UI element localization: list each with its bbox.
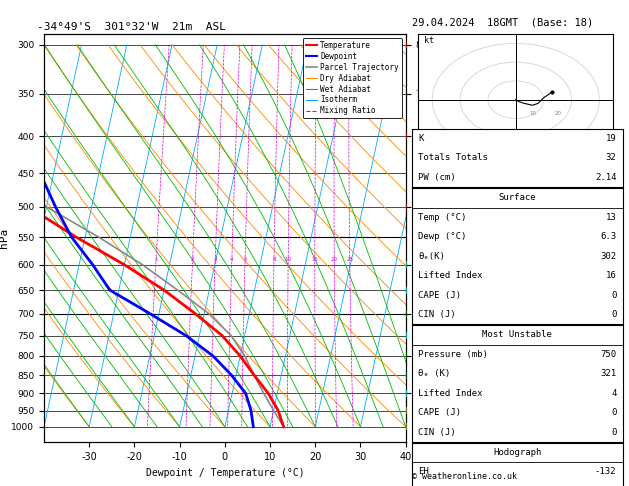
Text: |: | [404, 261, 407, 268]
Text: Pressure (mb): Pressure (mb) [418, 350, 488, 359]
Y-axis label: hPa: hPa [0, 228, 9, 248]
Text: |: | [404, 390, 407, 397]
Text: θₑ (K): θₑ (K) [418, 369, 450, 378]
Text: -34°49'S  301°32'W  21m  ASL: -34°49'S 301°32'W 21m ASL [36, 22, 226, 32]
Text: |: | [404, 423, 407, 430]
Text: 8: 8 [272, 257, 276, 262]
Text: Totals Totals: Totals Totals [418, 154, 488, 162]
Text: |: | [404, 203, 407, 210]
Text: CAPE (J): CAPE (J) [418, 408, 461, 417]
Text: 750: 750 [600, 350, 616, 359]
Text: 29.04.2024  18GMT  (Base: 18): 29.04.2024 18GMT (Base: 18) [412, 17, 593, 27]
Text: |: | [404, 287, 407, 294]
Text: Dewp (°C): Dewp (°C) [418, 232, 467, 241]
Y-axis label: km
ASL: km ASL [414, 217, 431, 238]
Text: 20: 20 [331, 257, 338, 262]
Text: 302: 302 [600, 252, 616, 260]
Text: 1: 1 [154, 257, 158, 262]
Text: K: K [418, 134, 424, 143]
Text: 5: 5 [243, 257, 247, 262]
Text: PW (cm): PW (cm) [418, 173, 456, 182]
Text: Lifted Index: Lifted Index [418, 389, 483, 398]
Text: CIN (J): CIN (J) [418, 428, 456, 436]
Text: 0: 0 [611, 428, 616, 436]
Text: CIN (J): CIN (J) [418, 310, 456, 319]
X-axis label: Dewpoint / Temperature (°C): Dewpoint / Temperature (°C) [145, 468, 304, 478]
Text: 20: 20 [555, 111, 562, 116]
Text: |: | [404, 407, 407, 414]
Text: 2.14: 2.14 [595, 173, 616, 182]
Text: -132: -132 [595, 468, 616, 476]
Legend: Temperature, Dewpoint, Parcel Trajectory, Dry Adiabat, Wet Adiabat, Isotherm, Mi: Temperature, Dewpoint, Parcel Trajectory… [303, 38, 402, 119]
Text: 19: 19 [606, 134, 616, 143]
Text: 6.3: 6.3 [600, 232, 616, 241]
Text: 10: 10 [285, 257, 292, 262]
Text: 16: 16 [606, 271, 616, 280]
Text: |: | [404, 352, 407, 360]
Text: |: | [404, 372, 407, 379]
Text: |: | [404, 133, 407, 139]
Text: 0: 0 [611, 310, 616, 319]
Text: 321: 321 [600, 369, 616, 378]
Text: 32: 32 [606, 154, 616, 162]
Text: Lifted Index: Lifted Index [418, 271, 483, 280]
Text: |: | [404, 41, 407, 48]
Text: Most Unstable: Most Unstable [482, 330, 552, 339]
Text: 0: 0 [611, 291, 616, 299]
Text: |: | [404, 310, 407, 317]
Text: 3: 3 [213, 257, 217, 262]
Text: LCL: LCL [413, 391, 428, 400]
Text: 4: 4 [611, 389, 616, 398]
Text: kt: kt [424, 36, 434, 45]
Text: |: | [404, 332, 407, 339]
Text: 10: 10 [530, 111, 537, 116]
Text: Surface: Surface [499, 193, 536, 202]
Text: θₑ(K): θₑ(K) [418, 252, 445, 260]
Text: 25: 25 [346, 257, 353, 262]
Text: 2: 2 [191, 257, 194, 262]
Text: 4: 4 [230, 257, 233, 262]
Text: Temp (°C): Temp (°C) [418, 213, 467, 222]
Text: 13: 13 [606, 213, 616, 222]
Text: EH: EH [418, 468, 429, 476]
Text: © weatheronline.co.uk: © weatheronline.co.uk [412, 472, 517, 481]
Text: 0: 0 [611, 408, 616, 417]
Text: Hodograph: Hodograph [493, 448, 542, 457]
Text: 15: 15 [311, 257, 318, 262]
Text: CAPE (J): CAPE (J) [418, 291, 461, 299]
